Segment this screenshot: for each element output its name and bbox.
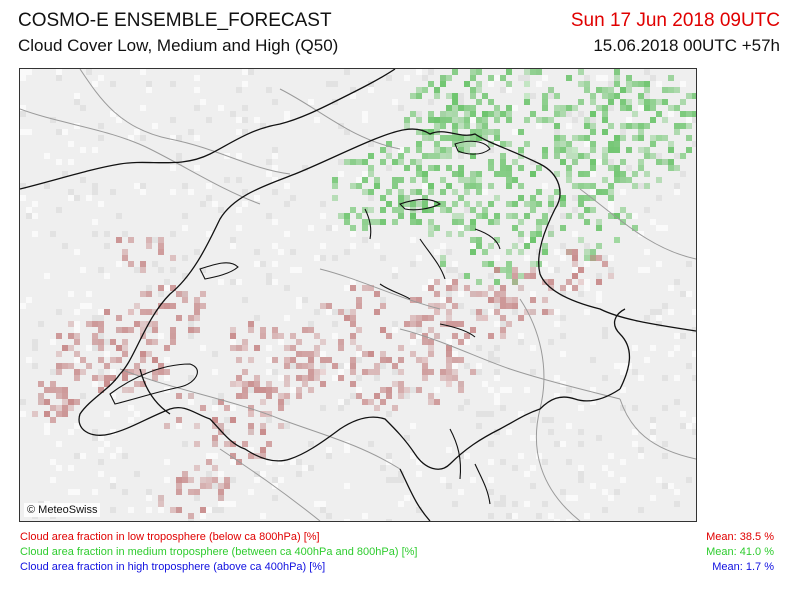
- relief-lines: [20, 69, 696, 521]
- legend-medium-mean: Mean: 41.0 %: [706, 546, 774, 558]
- legend-high-mean: Mean: 1.7 %: [712, 561, 774, 573]
- chart-subtitle: Cloud Cover Low, Medium and High (Q50): [18, 36, 339, 55]
- map-background: [20, 69, 696, 521]
- cloud-cover-map: [20, 69, 696, 521]
- chart-title: COSMO-E ENSEMBLE_FORECAST: [18, 10, 332, 31]
- legend-low-mean: Mean: 38.5 %: [706, 531, 774, 543]
- low-cloud-layer: [32, 237, 614, 519]
- run-info: 15.06.2018 00UTC +57h: [593, 36, 780, 55]
- valid-time: Sun 17 Jun 2018 09UTC: [570, 10, 780, 31]
- copyright-label: © MeteoSwiss: [24, 503, 101, 517]
- legend-high-label: Cloud area fraction in high troposphere …: [20, 561, 326, 573]
- legend-medium-label: Cloud area fraction in medium tropospher…: [20, 546, 418, 558]
- medium-cloud-layer: [332, 69, 696, 285]
- legend-low-label: Cloud area fraction in low troposphere (…: [20, 531, 320, 543]
- lakes: [109, 140, 501, 505]
- country-borders: [20, 69, 696, 521]
- forecast-map: © MeteoSwiss: [19, 68, 697, 522]
